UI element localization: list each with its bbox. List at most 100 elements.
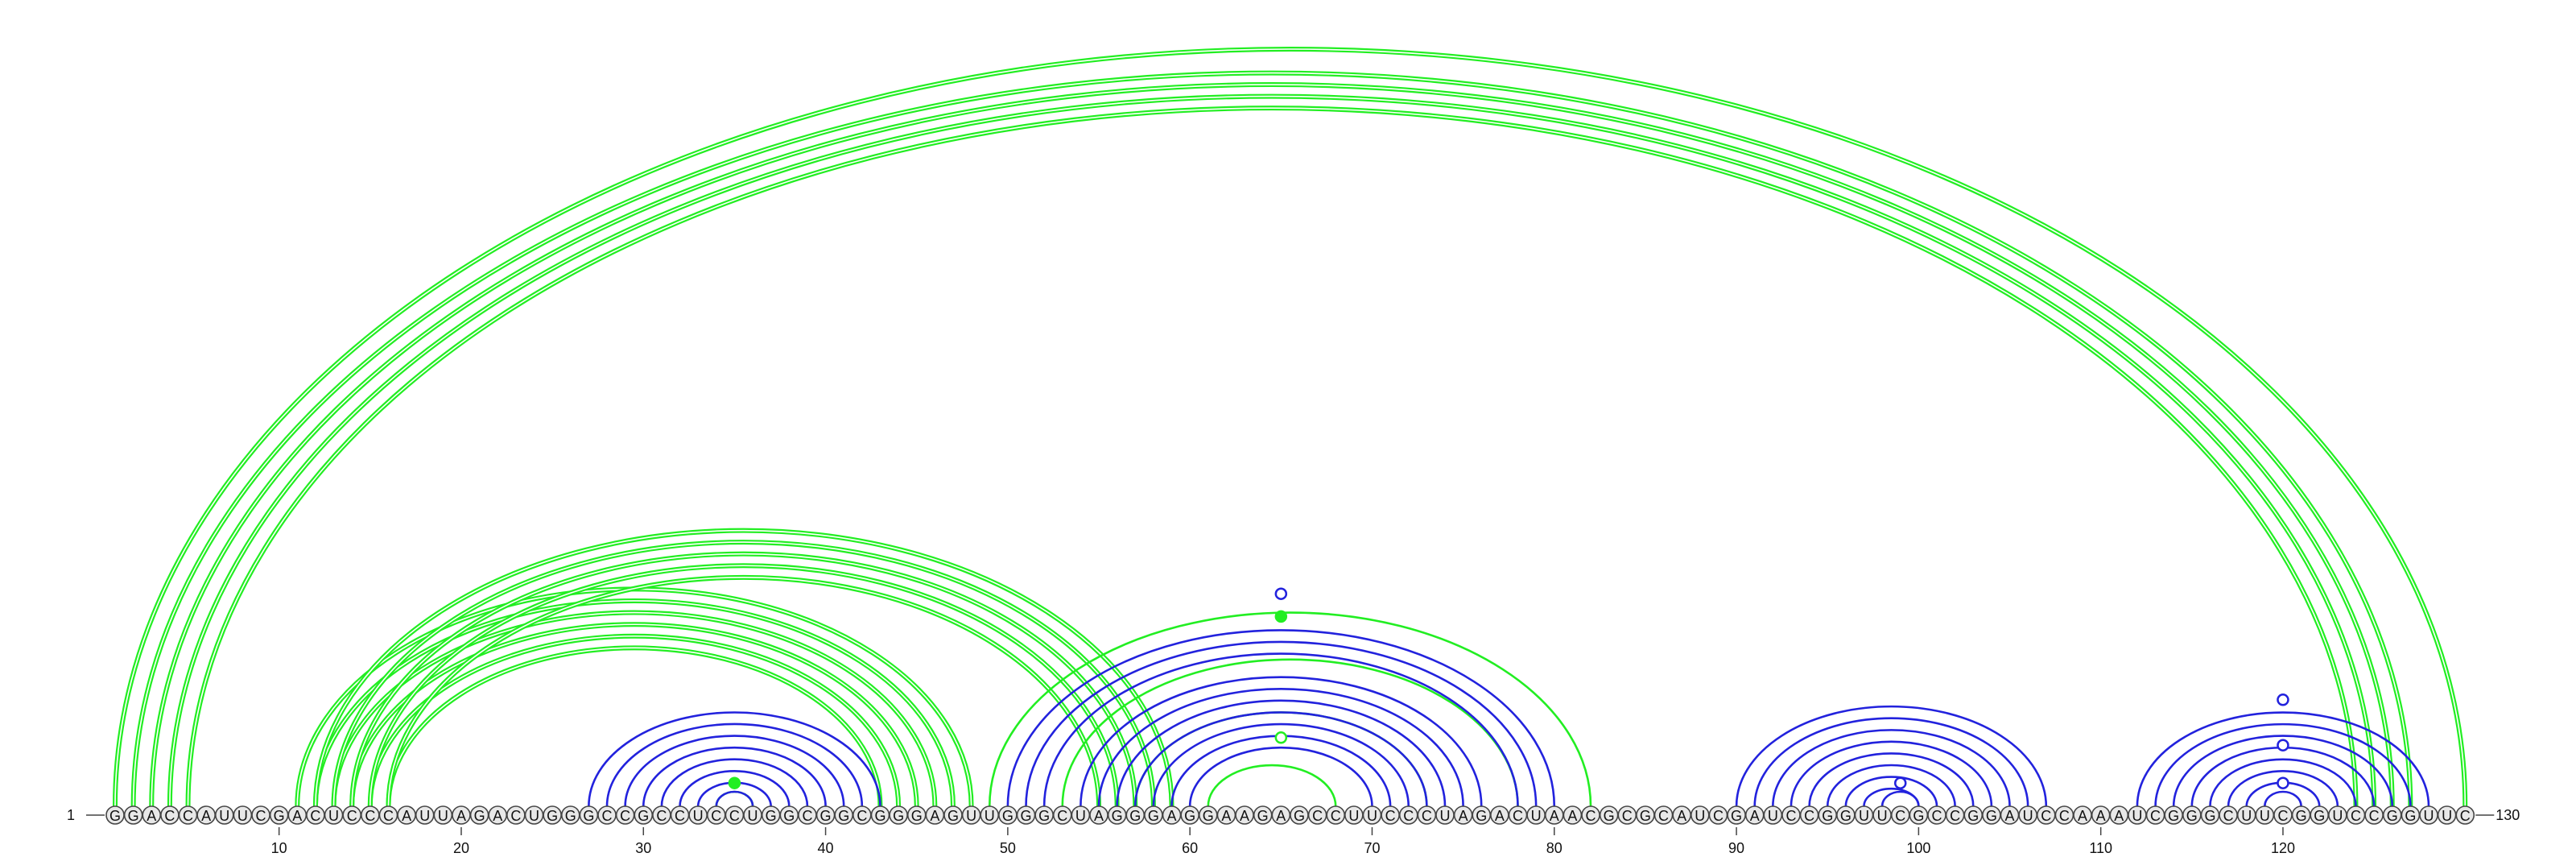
nucleotide-79: U: [1531, 808, 1542, 824]
arc-56-74: [1116, 699, 1447, 807]
nucleotide-85: G: [1640, 808, 1651, 824]
arc-57-73: [1133, 711, 1428, 807]
nucleotide-123: U: [2332, 808, 2343, 824]
nucleotide-108: C: [2059, 808, 2070, 824]
arc-91-106: [1753, 717, 2029, 807]
nucleotide-circle-130: [2455, 805, 2475, 825]
arc-15-44: [367, 633, 902, 807]
arc-117-123: [2227, 769, 2339, 807]
arc-113-127: [2154, 722, 2412, 807]
tick-label-100: 100: [1906, 840, 1930, 856]
nucleotide-127: G: [2405, 808, 2416, 824]
nucleotide-92: U: [1768, 808, 1778, 824]
nucleotide-48: U: [966, 808, 976, 824]
nucleotide-8: U: [237, 808, 248, 824]
marker-3: [1274, 731, 1288, 744]
nucleotide-5: C: [183, 808, 193, 824]
tick-label-110: 110: [2089, 840, 2112, 856]
nucleotide-116: G: [2204, 808, 2215, 824]
nucleotide-91: A: [1750, 808, 1760, 824]
arc-30-40: [642, 746, 827, 807]
marker-6: [2277, 739, 2289, 751]
arc-94-103: [1808, 752, 1975, 807]
nucleotide-42: C: [857, 808, 867, 824]
tick-label-30: 30: [635, 840, 651, 856]
tick-label-50: 50: [1000, 840, 1016, 856]
nucleotide-44: G: [893, 808, 904, 824]
arc-112-128: [2136, 711, 2430, 807]
nucleotide-57: G: [1129, 808, 1141, 824]
marker-7: [2277, 776, 2289, 789]
nucleotide-50: G: [1002, 808, 1013, 824]
arc-3-126: [149, 81, 2395, 807]
arc-inner-3-126: [151, 83, 2393, 807]
nucleotide-16: C: [383, 808, 394, 824]
arc-31-39: [660, 758, 809, 807]
nucleotide-58: G: [1148, 808, 1159, 824]
nucleotide-65: A: [1276, 808, 1286, 824]
arc-34-36: [715, 790, 754, 807]
nucleotide-94: C: [1804, 808, 1814, 824]
end-label: 130: [2496, 807, 2520, 823]
arc-29-41: [624, 735, 845, 807]
arc-inner-14-57: [351, 553, 1137, 807]
tick-label-10: 10: [271, 840, 287, 856]
nucleotide-12: C: [310, 808, 320, 824]
nucleotide-124: C: [2351, 808, 2361, 824]
nucleotide-26: G: [565, 808, 576, 824]
nucleotide-14: C: [347, 808, 357, 824]
nucleotide-27: G: [583, 808, 594, 824]
nucleotide-43: G: [874, 808, 886, 824]
tick-label-80: 80: [1546, 840, 1563, 856]
nucleotide-7: U: [219, 808, 229, 824]
nucleotide-96: G: [1840, 808, 1852, 824]
nucleotide-33: U: [693, 808, 704, 824]
nucleotide-4: C: [164, 808, 175, 824]
nucleotide-22: A: [493, 808, 502, 824]
tick-layer: 10 20 30 40 50 60 70 80 90 100 110 120: [271, 827, 2295, 856]
nucleotide-113: C: [2150, 808, 2161, 824]
nucleotide-111: A: [2114, 808, 2124, 824]
arc-34-36: [715, 790, 754, 807]
arc-55-75: [1097, 688, 1464, 807]
nucleotide-75: A: [1459, 808, 1468, 824]
tick-label-90: 90: [1728, 840, 1744, 856]
arc-27-43: [588, 711, 881, 807]
nucleotide-82: C: [1586, 808, 1596, 824]
nucleotide-80: A: [1550, 808, 1559, 824]
nucleotide-53: C: [1057, 808, 1067, 824]
arc-inner-4-125: [169, 95, 2375, 807]
nucleotide-20: A: [456, 808, 466, 824]
nucleotide-49: U: [985, 808, 995, 824]
arc-92-105: [1772, 728, 2011, 807]
arc-59-71: [1170, 735, 1392, 807]
nucleotide-109: A: [2078, 808, 2087, 824]
nucleotide-34: C: [711, 808, 721, 824]
arc-inner-1-130: [115, 49, 2465, 806]
nucleotide-104: G: [1986, 808, 1997, 824]
nucleotide-99: C: [1895, 808, 1905, 824]
nucleotide-90: G: [1731, 808, 1742, 824]
nucleotide-86: C: [1658, 808, 1669, 824]
marker-0: [728, 776, 741, 789]
nucleotide-105: A: [2005, 808, 2015, 824]
nucleotide-25: G: [547, 808, 558, 824]
nucleotide-64: G: [1257, 808, 1269, 824]
nucleotide-18: U: [419, 808, 430, 824]
nucleotide-71: C: [1385, 808, 1396, 824]
nucleotide-1: G: [109, 808, 121, 824]
nucleotide-101: C: [1932, 808, 1942, 824]
nucleotide-119: U: [2260, 808, 2270, 824]
nucleotide-19: U: [438, 808, 448, 824]
nucleotide-61: G: [1203, 808, 1214, 824]
nucleotide-77: A: [1495, 808, 1505, 824]
marker-2: [1274, 610, 1288, 623]
sequence-backbone: 1 130: [67, 807, 2520, 823]
nucleotide-110: A: [2096, 808, 2106, 824]
nucleotide-17: A: [402, 808, 411, 824]
arc-51-79: [1025, 640, 1538, 807]
nucleotide-3: A: [147, 808, 156, 824]
arc-58-72: [1152, 722, 1410, 807]
